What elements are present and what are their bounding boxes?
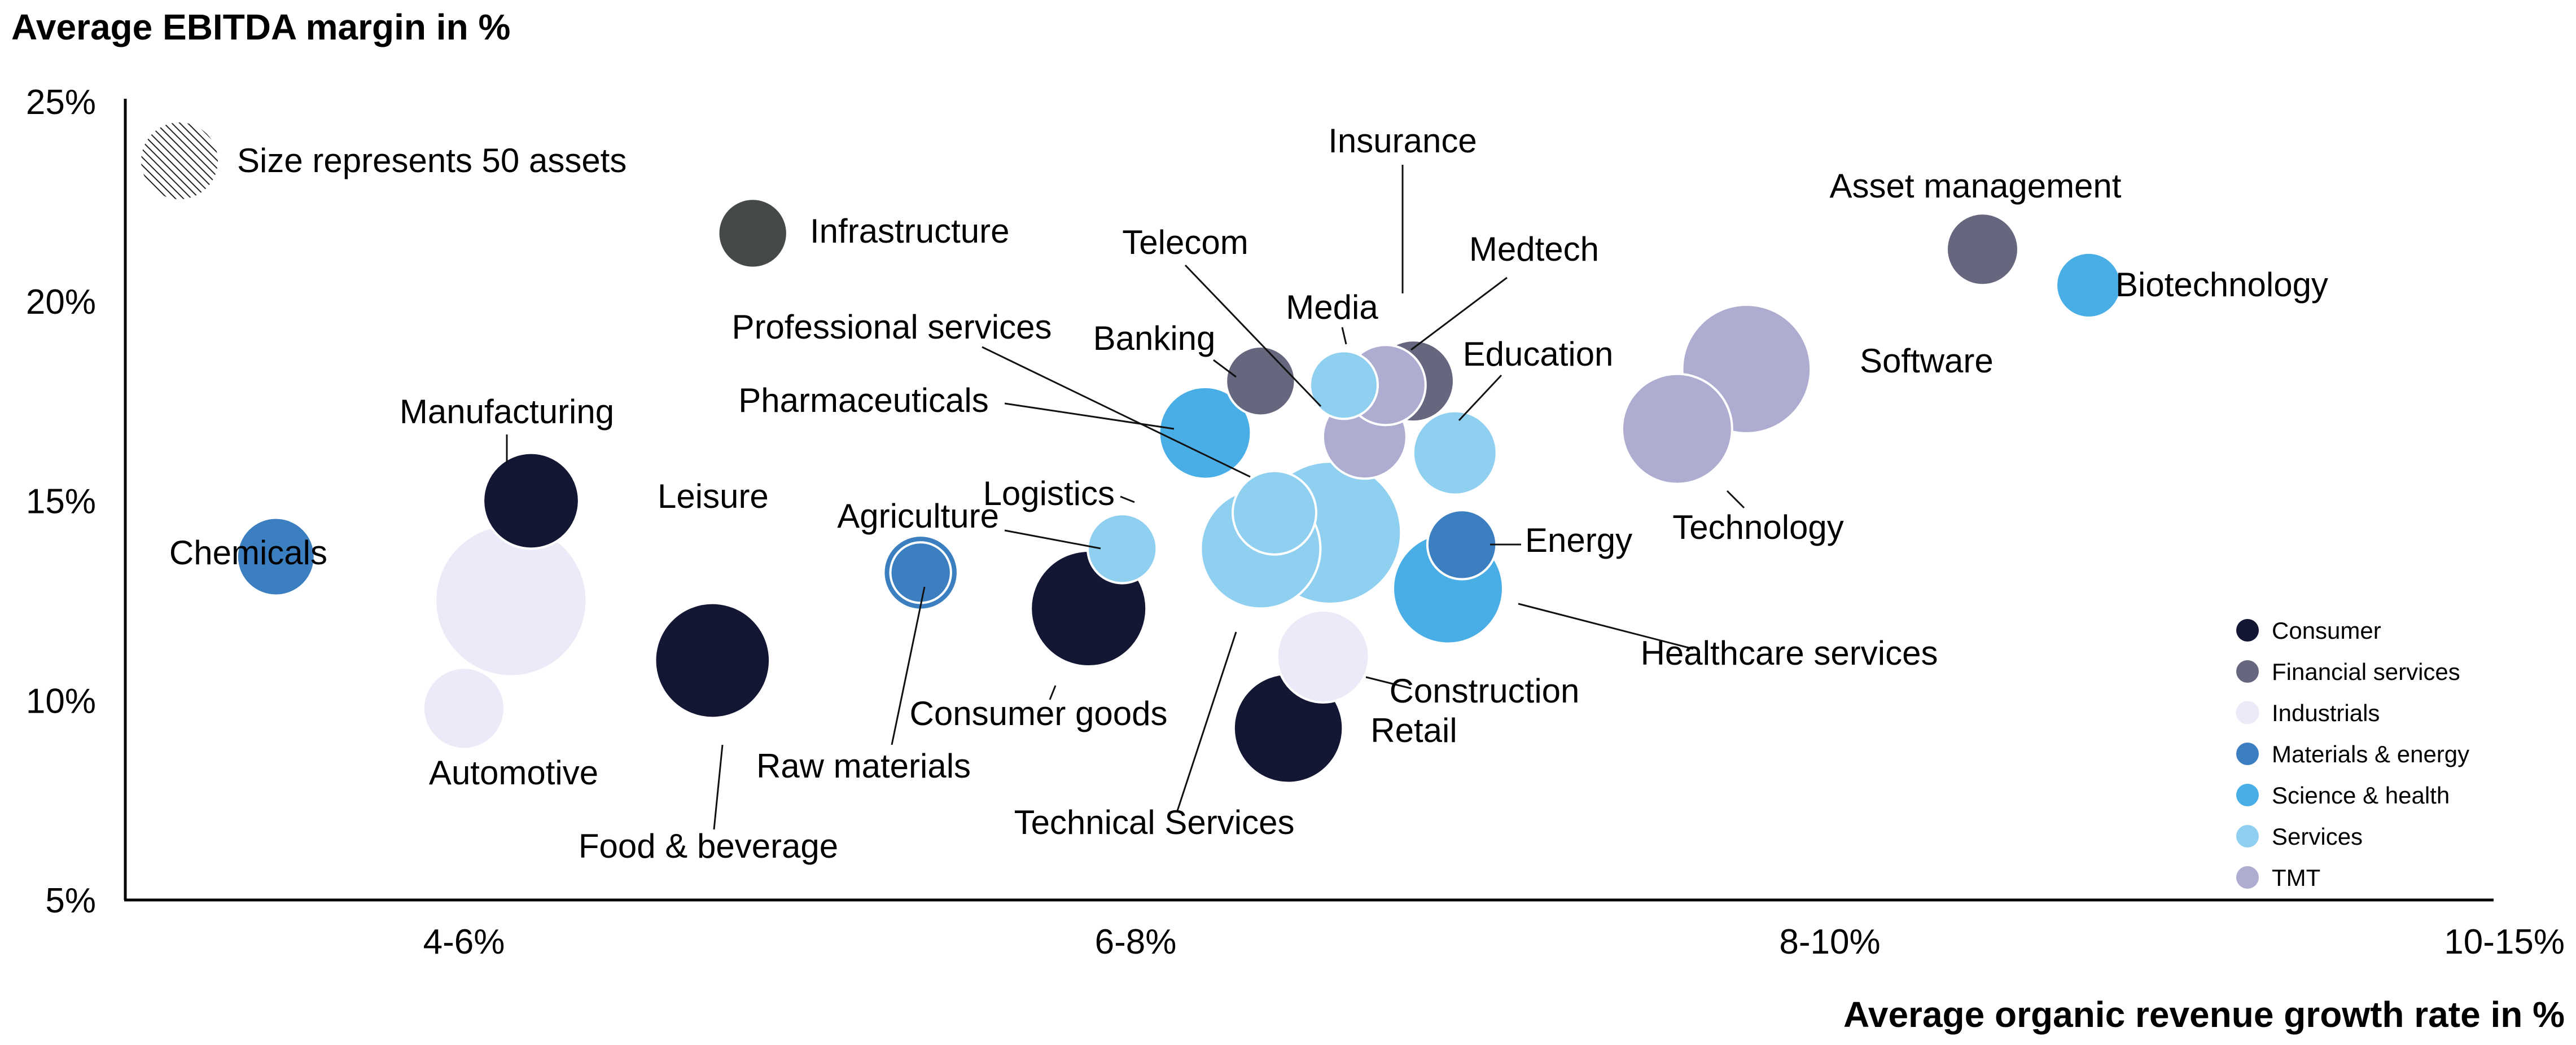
leader-line-healthcare-services: [1518, 603, 1694, 650]
bubble-agriculture: [889, 541, 952, 604]
leader-line-medtech: [1410, 276, 1508, 351]
bubble-chemicals: [235, 516, 316, 597]
x-axis-title: Average organic revenue growth rate in %: [1843, 994, 2565, 1035]
bubble-technology: [1620, 372, 1733, 485]
leader-line-construction: [1365, 676, 1412, 690]
y-tick-label: 5%: [45, 881, 96, 920]
bubble-food-beverage: [654, 601, 772, 719]
leader-line-telecom: [1184, 264, 1322, 407]
bubble-asset-management: [1945, 212, 2019, 287]
y-tick-label: 10%: [26, 682, 96, 721]
bubble-industrials-unlabeled: [434, 524, 588, 678]
leader-line-professional-services: [982, 346, 1251, 478]
leader-line-pharmaceuticals: [1004, 402, 1175, 430]
bubble-label-insurance: Insurance: [1328, 122, 1477, 160]
y-tick-label: 15%: [26, 482, 96, 521]
bubble-label-logistics: Logistics: [983, 475, 1115, 512]
size-legend-text: Size represents 50 assets: [237, 142, 627, 179]
bubble-biotechnology: [2055, 251, 2123, 319]
leader-line-agriculture: [1004, 529, 1101, 550]
legend-label-services: Services: [2272, 823, 2363, 850]
leader-line-technology: [1726, 490, 1745, 509]
size-legend: Size represents 50 assets: [141, 122, 627, 199]
bubble-construction: [1276, 609, 1370, 704]
leader-line-education: [1458, 374, 1502, 421]
legend-marker-financial-services: [2236, 660, 2259, 683]
bubble-label-retail: Retail: [1370, 712, 1457, 749]
legend-marker-science-health: [2236, 784, 2259, 806]
bubble-label-software: Software: [1860, 342, 1994, 380]
legend-label-financial-services: Financial services: [2272, 658, 2460, 685]
bubble-automotive: [422, 666, 506, 750]
leader-line-raw-materials: [891, 586, 926, 745]
bubble-education: [1412, 410, 1498, 496]
x-tick-label: 8-10%: [1779, 923, 1880, 961]
legend-label-consumer: Consumer: [2272, 617, 2381, 644]
size-legend-hatched-circle: [141, 122, 218, 199]
legend-label-materials-energy: Materials & energy: [2272, 741, 2469, 767]
x-tick-label: 10-15%: [2444, 923, 2565, 961]
bubble-label-food-beverage: Food & beverage: [579, 827, 838, 865]
bubble-label-medtech: Medtech: [1469, 230, 1599, 268]
leader-line-technical-services: [1176, 631, 1237, 813]
bubble-label-agriculture: Agriculture: [837, 497, 999, 535]
legend-marker-tmt: [2236, 866, 2259, 889]
legend-marker-services: [2236, 825, 2259, 848]
bubble-professional-services: [1232, 469, 1317, 556]
legend-label-tmt: TMT: [2272, 864, 2320, 891]
legend-marker-industrials: [2236, 701, 2259, 725]
bubble-label-automotive: Automotive: [429, 754, 598, 792]
legend-label-science-health: Science & health: [2272, 782, 2450, 809]
leader-line-consumer-goods: [1049, 685, 1057, 700]
bubble-label-construction: Construction: [1390, 672, 1580, 710]
legend-label-industrials: Industrials: [2272, 700, 2380, 726]
bubble-label-asset-management: Asset management: [1830, 167, 2122, 205]
bubble-logistics: [1087, 513, 1158, 585]
leader-line-media: [1341, 327, 1347, 345]
bubble-label-leisure: Leisure: [658, 477, 769, 515]
legend-marker-consumer: [2236, 619, 2259, 642]
x-tick-label: 4-6%: [423, 923, 505, 961]
x-tick-label: 6-8%: [1095, 923, 1177, 961]
bubble-banking: [1225, 345, 1296, 417]
bubble-label-education: Education: [1463, 335, 1614, 373]
bubble-label-chemicals: Chemicals: [169, 534, 327, 572]
bubble-leisure: [482, 451, 580, 550]
bubble-label-pharmaceuticals: Pharmaceuticals: [738, 381, 989, 419]
bubble-label-media: Media: [1286, 288, 1378, 326]
bubble-label-biotechnology: Biotechnology: [2115, 266, 2328, 304]
leader-line-food-beverage: [713, 744, 724, 830]
legend: Consumer Financial services Industrials Mat…: [2236, 617, 2469, 891]
bubble-label-energy: Energy: [1525, 521, 1632, 559]
bubble-label-infrastructure: Infrastructure: [810, 212, 1009, 250]
bubble-label-technical-services: Technical Services: [1014, 803, 1295, 841]
leader-line-logistics: [1120, 495, 1135, 503]
bubble-label-healthcare-services: Healthcare services: [1641, 634, 1938, 672]
bubble-label-manufacturing: Manufacturing: [400, 393, 614, 431]
bubble-label-telecom: Telecom: [1122, 223, 1248, 261]
bubble-label-professional-services: Professional services: [732, 308, 1052, 346]
legend-marker-materials-energy: [2236, 743, 2259, 765]
y-tick-label: 20%: [26, 283, 96, 322]
y-axis-title: Average EBITDA margin in %: [11, 7, 510, 47]
bubble-label-consumer-goods: Consumer goods: [910, 695, 1168, 732]
bubble-label-banking: Banking: [1093, 319, 1216, 357]
bubble-infrastructure: [717, 197, 788, 269]
bubble-label-raw-materials: Raw materials: [756, 747, 971, 785]
y-tick-label: 25%: [26, 83, 96, 122]
bubble-label-technology: Technology: [1672, 508, 1844, 546]
bubble-telecom: [1309, 350, 1379, 420]
leader-line-banking: [1213, 359, 1237, 378]
bubble-energy: [1426, 509, 1498, 581]
